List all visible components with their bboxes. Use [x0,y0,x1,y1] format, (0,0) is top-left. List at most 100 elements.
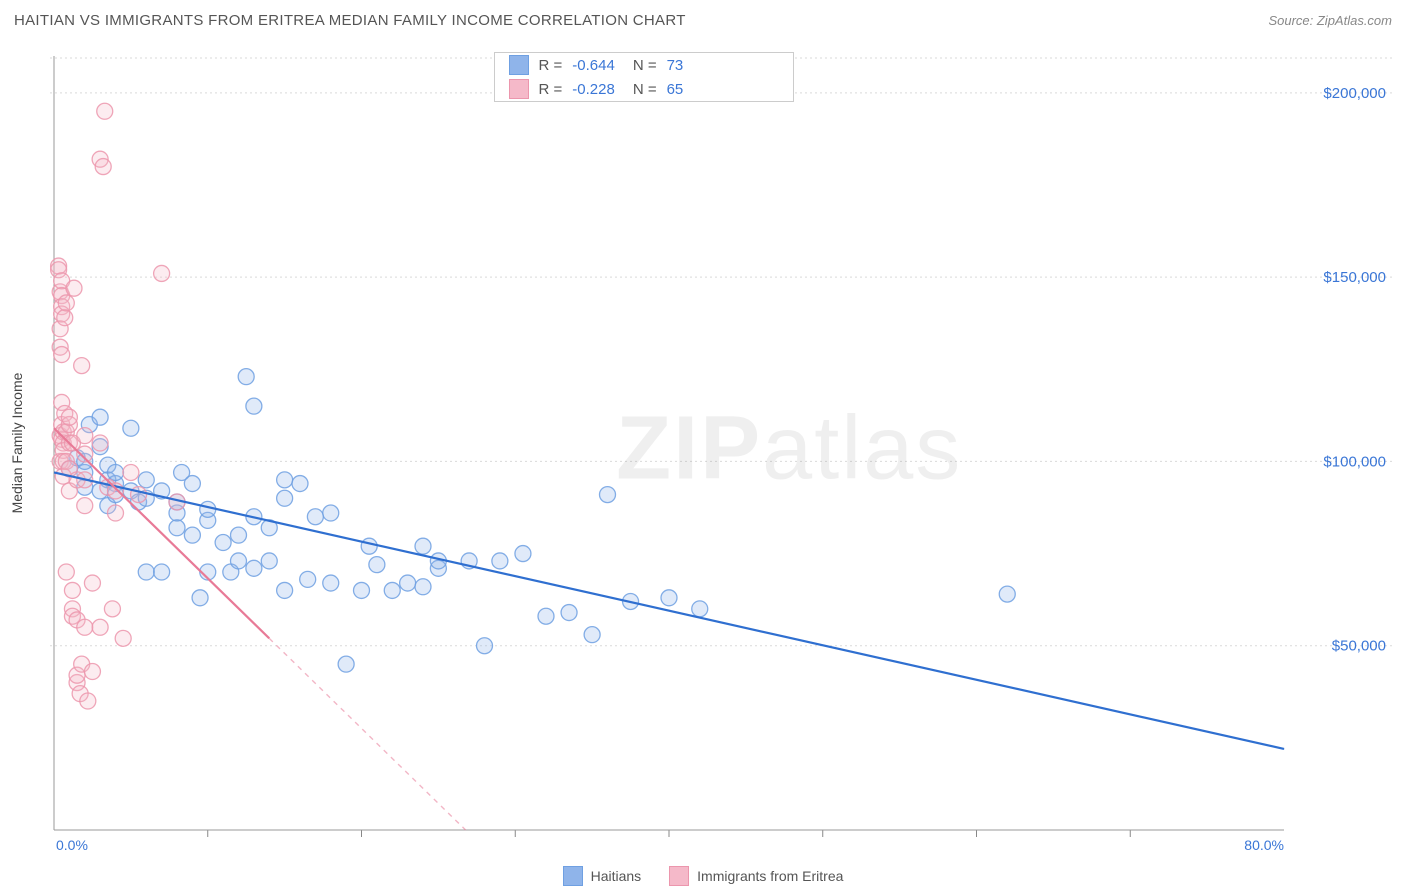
stat-r-label: R = [539,81,563,98]
point-eritrea [58,295,74,311]
point-eritrea [74,358,90,374]
x-max-label: 80.0% [1244,837,1284,853]
point-eritrea [104,601,120,617]
x-min-label: 0.0% [56,837,88,853]
point-haitians [492,553,508,569]
point-haitians [292,476,308,492]
point-haitians [108,464,124,480]
point-haitians [184,527,200,543]
point-eritrea [58,564,74,580]
stat-r-value: -0.228 [572,81,615,98]
y-tick-label: $50,000 [1332,638,1386,655]
point-haitians [661,590,677,606]
stats-swatch [509,79,529,99]
legend-item-eritrea: Immigrants from Eritrea [669,866,843,886]
point-haitians [369,557,385,573]
trendline-haitians [54,472,1284,748]
point-haitians [584,627,600,643]
stats-row: R = -0.644 N = 73 [495,53,793,77]
point-eritrea [131,487,147,503]
point-eritrea [92,619,108,635]
point-eritrea [80,693,96,709]
point-haitians [384,582,400,598]
chart-title: HAITIAN VS IMMIGRANTS FROM ERITREA MEDIA… [14,12,686,29]
stat-n-value: 73 [667,57,684,74]
stat-n-label: N = [633,57,657,74]
point-eritrea [77,619,93,635]
point-eritrea [95,159,111,175]
point-haitians [323,575,339,591]
point-haitians [246,398,262,414]
point-eritrea [97,103,113,119]
stats-swatch [509,55,529,75]
point-haitians [238,369,254,385]
point-eritrea [54,347,70,363]
point-eritrea [77,498,93,514]
point-eritrea [77,428,93,444]
y-tick-label: $150,000 [1323,269,1386,286]
point-haitians [246,560,262,576]
plot-area: ZIPatlas $50,000$100,000$150,000$200,000… [50,46,1394,852]
legend-swatch-a [563,866,583,886]
source-link[interactable]: ZipAtlas.com [1317,13,1392,28]
point-eritrea [123,464,139,480]
stat-r-label: R = [539,57,563,74]
point-haitians [338,656,354,672]
point-haitians [169,520,185,536]
stats-legend: R = -0.644 N = 73 R = -0.228 N = 65 [494,52,794,102]
y-tick-label: $100,000 [1323,453,1386,470]
point-haitians [477,638,493,654]
point-haitians [154,564,170,580]
y-tick-label: $200,000 [1323,85,1386,102]
point-eritrea [92,435,108,451]
point-haitians [277,582,293,598]
point-haitians [277,472,293,488]
point-haitians [92,409,108,425]
point-haitians [277,490,293,506]
point-haitians [415,538,431,554]
point-haitians [192,590,208,606]
stat-n-value: 65 [667,81,684,98]
scatter-chart: $50,000 $100,000 $150,000 $200,000 0.0% 80.0%… [50,46,1394,852]
point-haitians [415,579,431,595]
point-eritrea [66,280,82,296]
point-haitians [231,553,247,569]
legend-label-b: Immigrants from Eritrea [697,868,843,884]
legend-label-a: Haitians [591,868,642,884]
point-haitians [692,601,708,617]
point-haitians [538,608,554,624]
point-haitians [999,586,1015,602]
point-eritrea [57,310,73,326]
point-haitians [307,509,323,525]
stat-n-label: N = [633,81,657,98]
point-haitians [561,605,577,621]
bottom-legend: Haitians Immigrants from Eritrea [0,866,1406,886]
point-eritrea [115,630,131,646]
point-eritrea [64,582,80,598]
source-prefix: Source: [1268,13,1316,28]
point-haitians [138,564,154,580]
point-haitians [300,571,316,587]
source-attribution: Source: ZipAtlas.com [1268,13,1392,28]
point-eritrea [84,664,100,680]
point-haitians [354,582,370,598]
point-haitians [400,575,416,591]
y-axis-title: Median Family Income [9,372,25,513]
stats-row: R = -0.228 N = 65 [495,77,793,101]
point-haitians [261,553,277,569]
point-haitians [138,472,154,488]
point-haitians [231,527,247,543]
point-haitians [515,546,531,562]
chart-header: HAITIAN VS IMMIGRANTS FROM ERITREA MEDIA… [0,0,1406,40]
trendline-eritrea-extrapolated [269,638,465,830]
stat-r-value: -0.644 [572,57,615,74]
point-haitians [215,535,231,551]
point-haitians [184,476,200,492]
point-haitians [361,538,377,554]
point-eritrea [108,505,124,521]
point-haitians [123,420,139,436]
point-haitians [600,487,616,503]
legend-swatch-b [669,866,689,886]
point-haitians [323,505,339,521]
point-eritrea [61,409,77,425]
